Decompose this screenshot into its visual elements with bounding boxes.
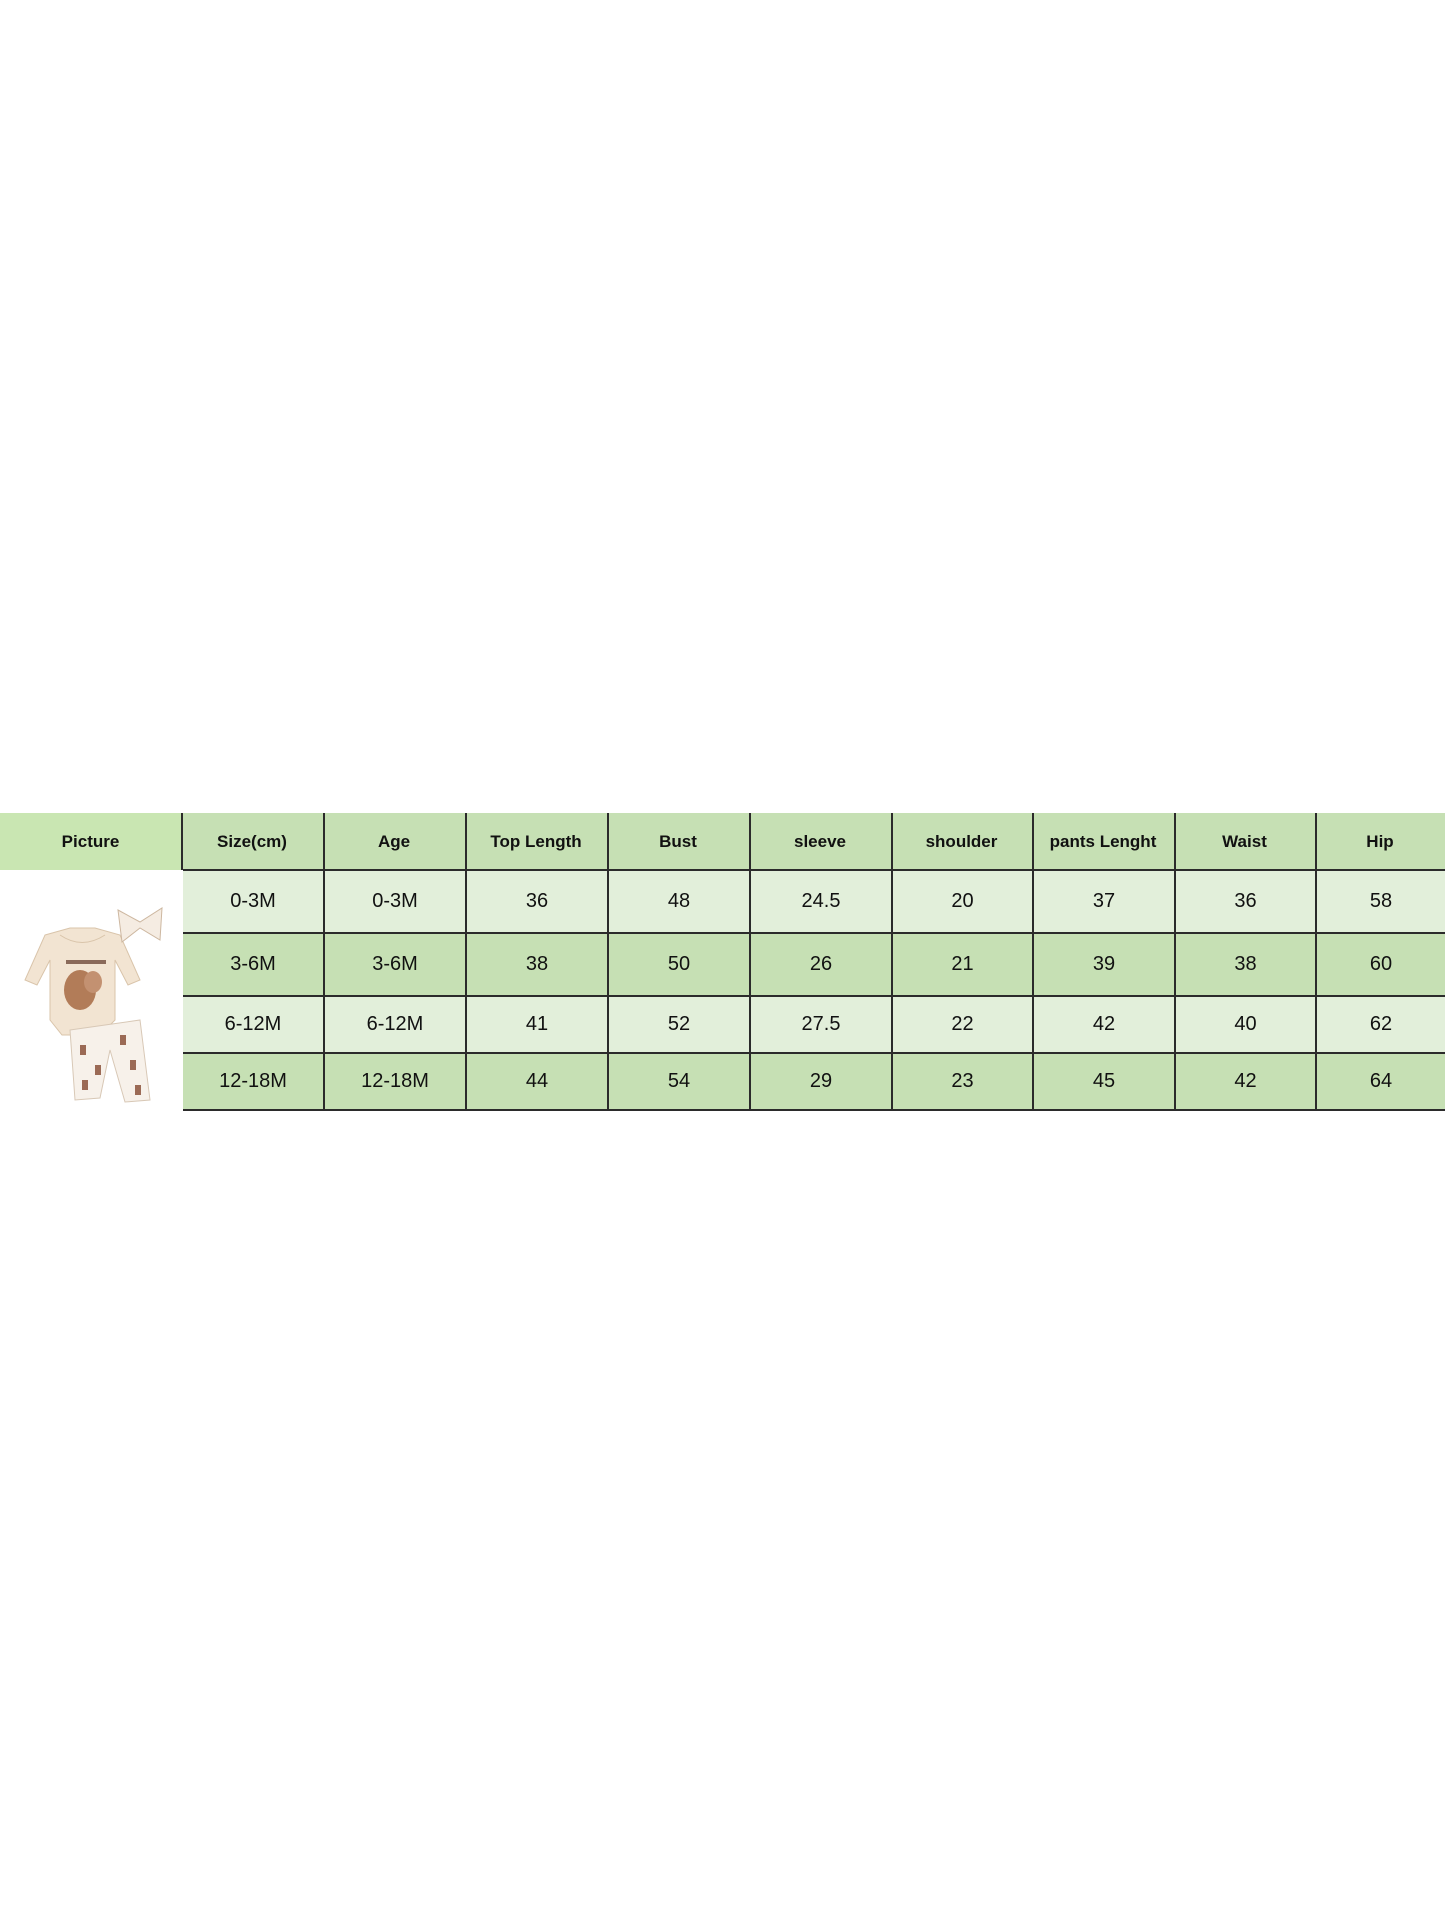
cell-age: 12-18M <box>325 1053 465 1110</box>
cell-waist: 38 <box>1176 933 1315 996</box>
column-divider <box>607 813 609 1110</box>
cell-waist: 36 <box>1176 870 1315 933</box>
column-divider <box>891 813 893 1110</box>
cell-hip: 58 <box>1317 870 1445 933</box>
row-divider <box>183 995 1445 997</box>
header-bust: Bust <box>607 813 749 870</box>
cell-top-length: 38 <box>467 933 607 996</box>
size-chart-table: Picture Size(cm) Age Top Length Bust sleeve sh… <box>0 813 1445 1111</box>
cell-bust: 50 <box>609 933 749 996</box>
product-picture <box>0 870 181 1110</box>
column-divider <box>465 813 467 1110</box>
cell-bust: 54 <box>609 1053 749 1110</box>
header-hip: Hip <box>1315 813 1445 870</box>
column-divider <box>1315 813 1317 1110</box>
header-pants-length: pants Lenght <box>1032 813 1174 870</box>
baby-outfit-image <box>24 907 163 1103</box>
column-divider <box>1174 813 1176 1110</box>
row-divider <box>183 1052 1445 1054</box>
cell-waist: 40 <box>1176 996 1315 1053</box>
cell-shoulder: 21 <box>893 933 1032 996</box>
row-divider <box>183 932 1445 934</box>
column-divider <box>181 813 183 870</box>
cell-hip: 62 <box>1317 996 1445 1053</box>
cell-size: 12-18M <box>183 1053 323 1110</box>
header-size: Size(cm) <box>181 813 323 870</box>
header-waist: Waist <box>1174 813 1315 870</box>
column-divider <box>1032 813 1034 1110</box>
cell-bust: 52 <box>609 996 749 1053</box>
header-picture: Picture <box>0 813 181 870</box>
cell-size: 0-3M <box>183 870 323 933</box>
header-top-length: Top Length <box>465 813 607 870</box>
cell-hip: 60 <box>1317 933 1445 996</box>
cell-age: 6-12M <box>325 996 465 1053</box>
cell-sleeve: 24.5 <box>751 870 891 933</box>
cell-size: 6-12M <box>183 996 323 1053</box>
cell-shoulder: 23 <box>893 1053 1032 1110</box>
header-shoulder: shoulder <box>891 813 1032 870</box>
cell-top-length: 41 <box>467 996 607 1053</box>
cell-age: 0-3M <box>325 870 465 933</box>
cell-top-length: 44 <box>467 1053 607 1110</box>
cell-age: 3-6M <box>325 933 465 996</box>
column-divider <box>749 813 751 1110</box>
cell-pants-length: 39 <box>1034 933 1174 996</box>
cell-pants-length: 45 <box>1034 1053 1174 1110</box>
header-age: Age <box>323 813 465 870</box>
cell-sleeve: 29 <box>751 1053 891 1110</box>
cell-bust: 48 <box>609 870 749 933</box>
column-divider <box>323 813 325 1110</box>
cell-shoulder: 20 <box>893 870 1032 933</box>
cell-pants-length: 37 <box>1034 870 1174 933</box>
row-divider <box>183 1109 1445 1111</box>
cell-shoulder: 22 <box>893 996 1032 1053</box>
cell-sleeve: 26 <box>751 933 891 996</box>
cell-top-length: 36 <box>467 870 607 933</box>
cell-hip: 64 <box>1317 1053 1445 1110</box>
cell-size: 3-6M <box>183 933 323 996</box>
cell-waist: 42 <box>1176 1053 1315 1110</box>
cell-sleeve: 27.5 <box>751 996 891 1053</box>
cell-pants-length: 42 <box>1034 996 1174 1053</box>
header-sleeve: sleeve <box>749 813 891 870</box>
row-divider <box>183 869 1445 871</box>
